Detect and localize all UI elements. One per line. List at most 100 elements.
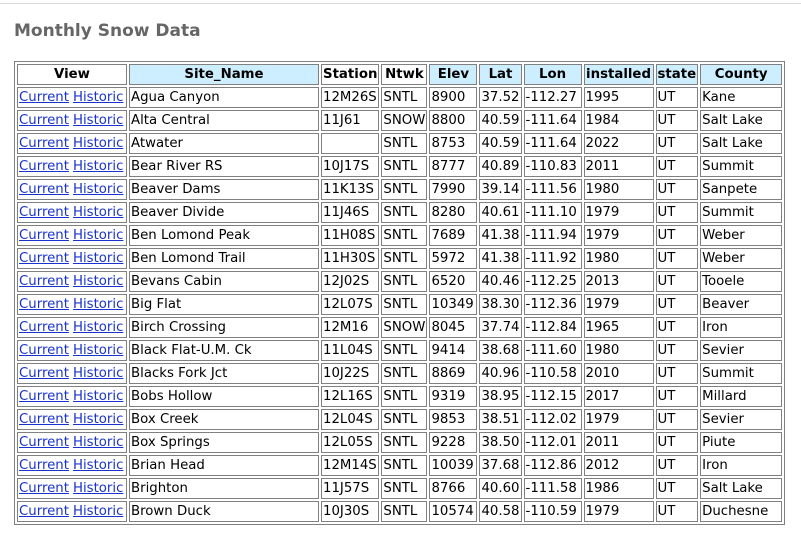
current-link[interactable]: Current bbox=[19, 412, 69, 427]
historic-link[interactable]: Historic bbox=[72, 182, 124, 197]
station-cell: 12M16 bbox=[321, 317, 380, 338]
installed-cell: 1979 bbox=[583, 225, 654, 246]
installed-cell: 1980 bbox=[583, 179, 654, 200]
historic-link[interactable]: Historic bbox=[72, 205, 124, 220]
network-cell: SNTL bbox=[381, 340, 428, 361]
view-cell: Current Historic bbox=[17, 294, 127, 315]
current-link[interactable]: Current bbox=[19, 458, 69, 473]
current-link[interactable]: Current bbox=[19, 343, 69, 358]
site-name-cell: Bobs Hollow bbox=[129, 386, 319, 407]
historic-link[interactable]: Historic bbox=[72, 389, 124, 404]
latitude-cell: 40.60 bbox=[479, 478, 522, 499]
site-name-cell: Box Creek bbox=[129, 409, 319, 430]
current-link[interactable]: Current bbox=[19, 435, 69, 450]
longitude-cell: -111.10 bbox=[523, 202, 582, 223]
view-cell: Current Historic bbox=[17, 179, 127, 200]
longitude-cell: -110.58 bbox=[523, 363, 582, 384]
header-lon[interactable]: Lon bbox=[523, 64, 582, 85]
station-cell: 12L05S bbox=[321, 432, 380, 453]
current-link[interactable]: Current bbox=[19, 504, 69, 519]
site-name-cell: Box Springs bbox=[129, 432, 319, 453]
current-link[interactable]: Current bbox=[19, 113, 69, 128]
historic-link[interactable]: Historic bbox=[72, 228, 124, 243]
historic-link[interactable]: Historic bbox=[72, 412, 124, 427]
county-cell: Weber bbox=[700, 225, 783, 246]
longitude-cell: -111.94 bbox=[523, 225, 582, 246]
table-row: Current Historic Brian Head 12M14S SNTL 10039… bbox=[17, 455, 783, 476]
view-cell: Current Historic bbox=[17, 386, 127, 407]
header-installed[interactable]: installed bbox=[583, 64, 654, 85]
view-cell: Current Historic bbox=[17, 432, 127, 453]
county-cell: Summit bbox=[700, 363, 783, 384]
header-lat[interactable]: Lat bbox=[479, 64, 522, 85]
site-name-cell: Brown Duck bbox=[129, 501, 319, 522]
elevation-cell: 6520 bbox=[429, 271, 478, 292]
page-title: Monthly Snow Data bbox=[14, 21, 201, 41]
latitude-cell: 41.38 bbox=[479, 225, 522, 246]
elevation-cell: 9414 bbox=[429, 340, 478, 361]
historic-link[interactable]: Historic bbox=[72, 297, 124, 312]
latitude-cell: 37.52 bbox=[479, 87, 522, 108]
historic-link[interactable]: Historic bbox=[72, 113, 124, 128]
station-cell: 12L07S bbox=[321, 294, 380, 315]
current-link[interactable]: Current bbox=[19, 205, 69, 220]
historic-link[interactable]: Historic bbox=[72, 90, 124, 105]
historic-link[interactable]: Historic bbox=[72, 366, 124, 381]
elevation-cell: 7990 bbox=[429, 179, 478, 200]
header-state[interactable]: state bbox=[655, 64, 699, 85]
current-link[interactable]: Current bbox=[19, 90, 69, 105]
station-cell: 11H30S bbox=[321, 248, 380, 269]
station-cell: 11L04S bbox=[321, 340, 380, 361]
state-cell: UT bbox=[655, 409, 699, 430]
latitude-cell: 40.61 bbox=[479, 202, 522, 223]
historic-link[interactable]: Historic bbox=[72, 159, 124, 174]
current-link[interactable]: Current bbox=[19, 136, 69, 151]
network-cell: SNTL bbox=[381, 455, 428, 476]
current-link[interactable]: Current bbox=[19, 366, 69, 381]
network-cell: SNTL bbox=[381, 133, 428, 154]
longitude-cell: -111.60 bbox=[523, 340, 582, 361]
header-elev[interactable]: Elev bbox=[429, 64, 478, 85]
historic-link[interactable]: Historic bbox=[72, 251, 124, 266]
county-cell: Iron bbox=[700, 455, 783, 476]
current-link[interactable]: Current bbox=[19, 274, 69, 289]
historic-link[interactable]: Historic bbox=[72, 504, 124, 519]
elevation-cell: 10574 bbox=[429, 501, 478, 522]
table-row: Current Historic Box Creek 12L04S SNTL 9853 38… bbox=[17, 409, 783, 430]
historic-link[interactable]: Historic bbox=[72, 458, 124, 473]
historic-link[interactable]: Historic bbox=[72, 435, 124, 450]
current-link[interactable]: Current bbox=[19, 159, 69, 174]
latitude-cell: 40.46 bbox=[479, 271, 522, 292]
state-cell: UT bbox=[655, 225, 699, 246]
longitude-cell: -111.58 bbox=[523, 478, 582, 499]
installed-cell: 2011 bbox=[583, 156, 654, 177]
network-cell: SNOW bbox=[381, 110, 428, 131]
historic-link[interactable]: Historic bbox=[72, 136, 124, 151]
historic-link[interactable]: Historic bbox=[72, 481, 124, 496]
station-cell: 12M26S bbox=[321, 87, 380, 108]
county-cell: Millard bbox=[700, 386, 783, 407]
historic-link[interactable]: Historic bbox=[72, 274, 124, 289]
current-link[interactable]: Current bbox=[19, 251, 69, 266]
historic-link[interactable]: Historic bbox=[72, 320, 124, 335]
header-county[interactable]: County bbox=[700, 64, 783, 85]
current-link[interactable]: Current bbox=[19, 297, 69, 312]
station-cell: 10J22S bbox=[321, 363, 380, 384]
network-cell: SNTL bbox=[381, 501, 428, 522]
current-link[interactable]: Current bbox=[19, 228, 69, 243]
table-row: Current Historic Big Flat 12L07S SNTL 10349 38… bbox=[17, 294, 783, 315]
historic-link[interactable]: Historic bbox=[72, 343, 124, 358]
view-cell: Current Historic bbox=[17, 478, 127, 499]
current-link[interactable]: Current bbox=[19, 481, 69, 496]
current-link[interactable]: Current bbox=[19, 182, 69, 197]
view-cell: Current Historic bbox=[17, 110, 127, 131]
county-cell: Duchesne bbox=[700, 501, 783, 522]
longitude-cell: -112.25 bbox=[523, 271, 582, 292]
header-view: View bbox=[17, 64, 127, 85]
state-cell: UT bbox=[655, 179, 699, 200]
current-link[interactable]: Current bbox=[19, 389, 69, 404]
current-link[interactable]: Current bbox=[19, 320, 69, 335]
latitude-cell: 38.68 bbox=[479, 340, 522, 361]
header-site-name[interactable]: Site_Name bbox=[129, 64, 319, 85]
table-row: Current Historic Atwater SNTL 8753 40.59 -111.… bbox=[17, 133, 783, 154]
